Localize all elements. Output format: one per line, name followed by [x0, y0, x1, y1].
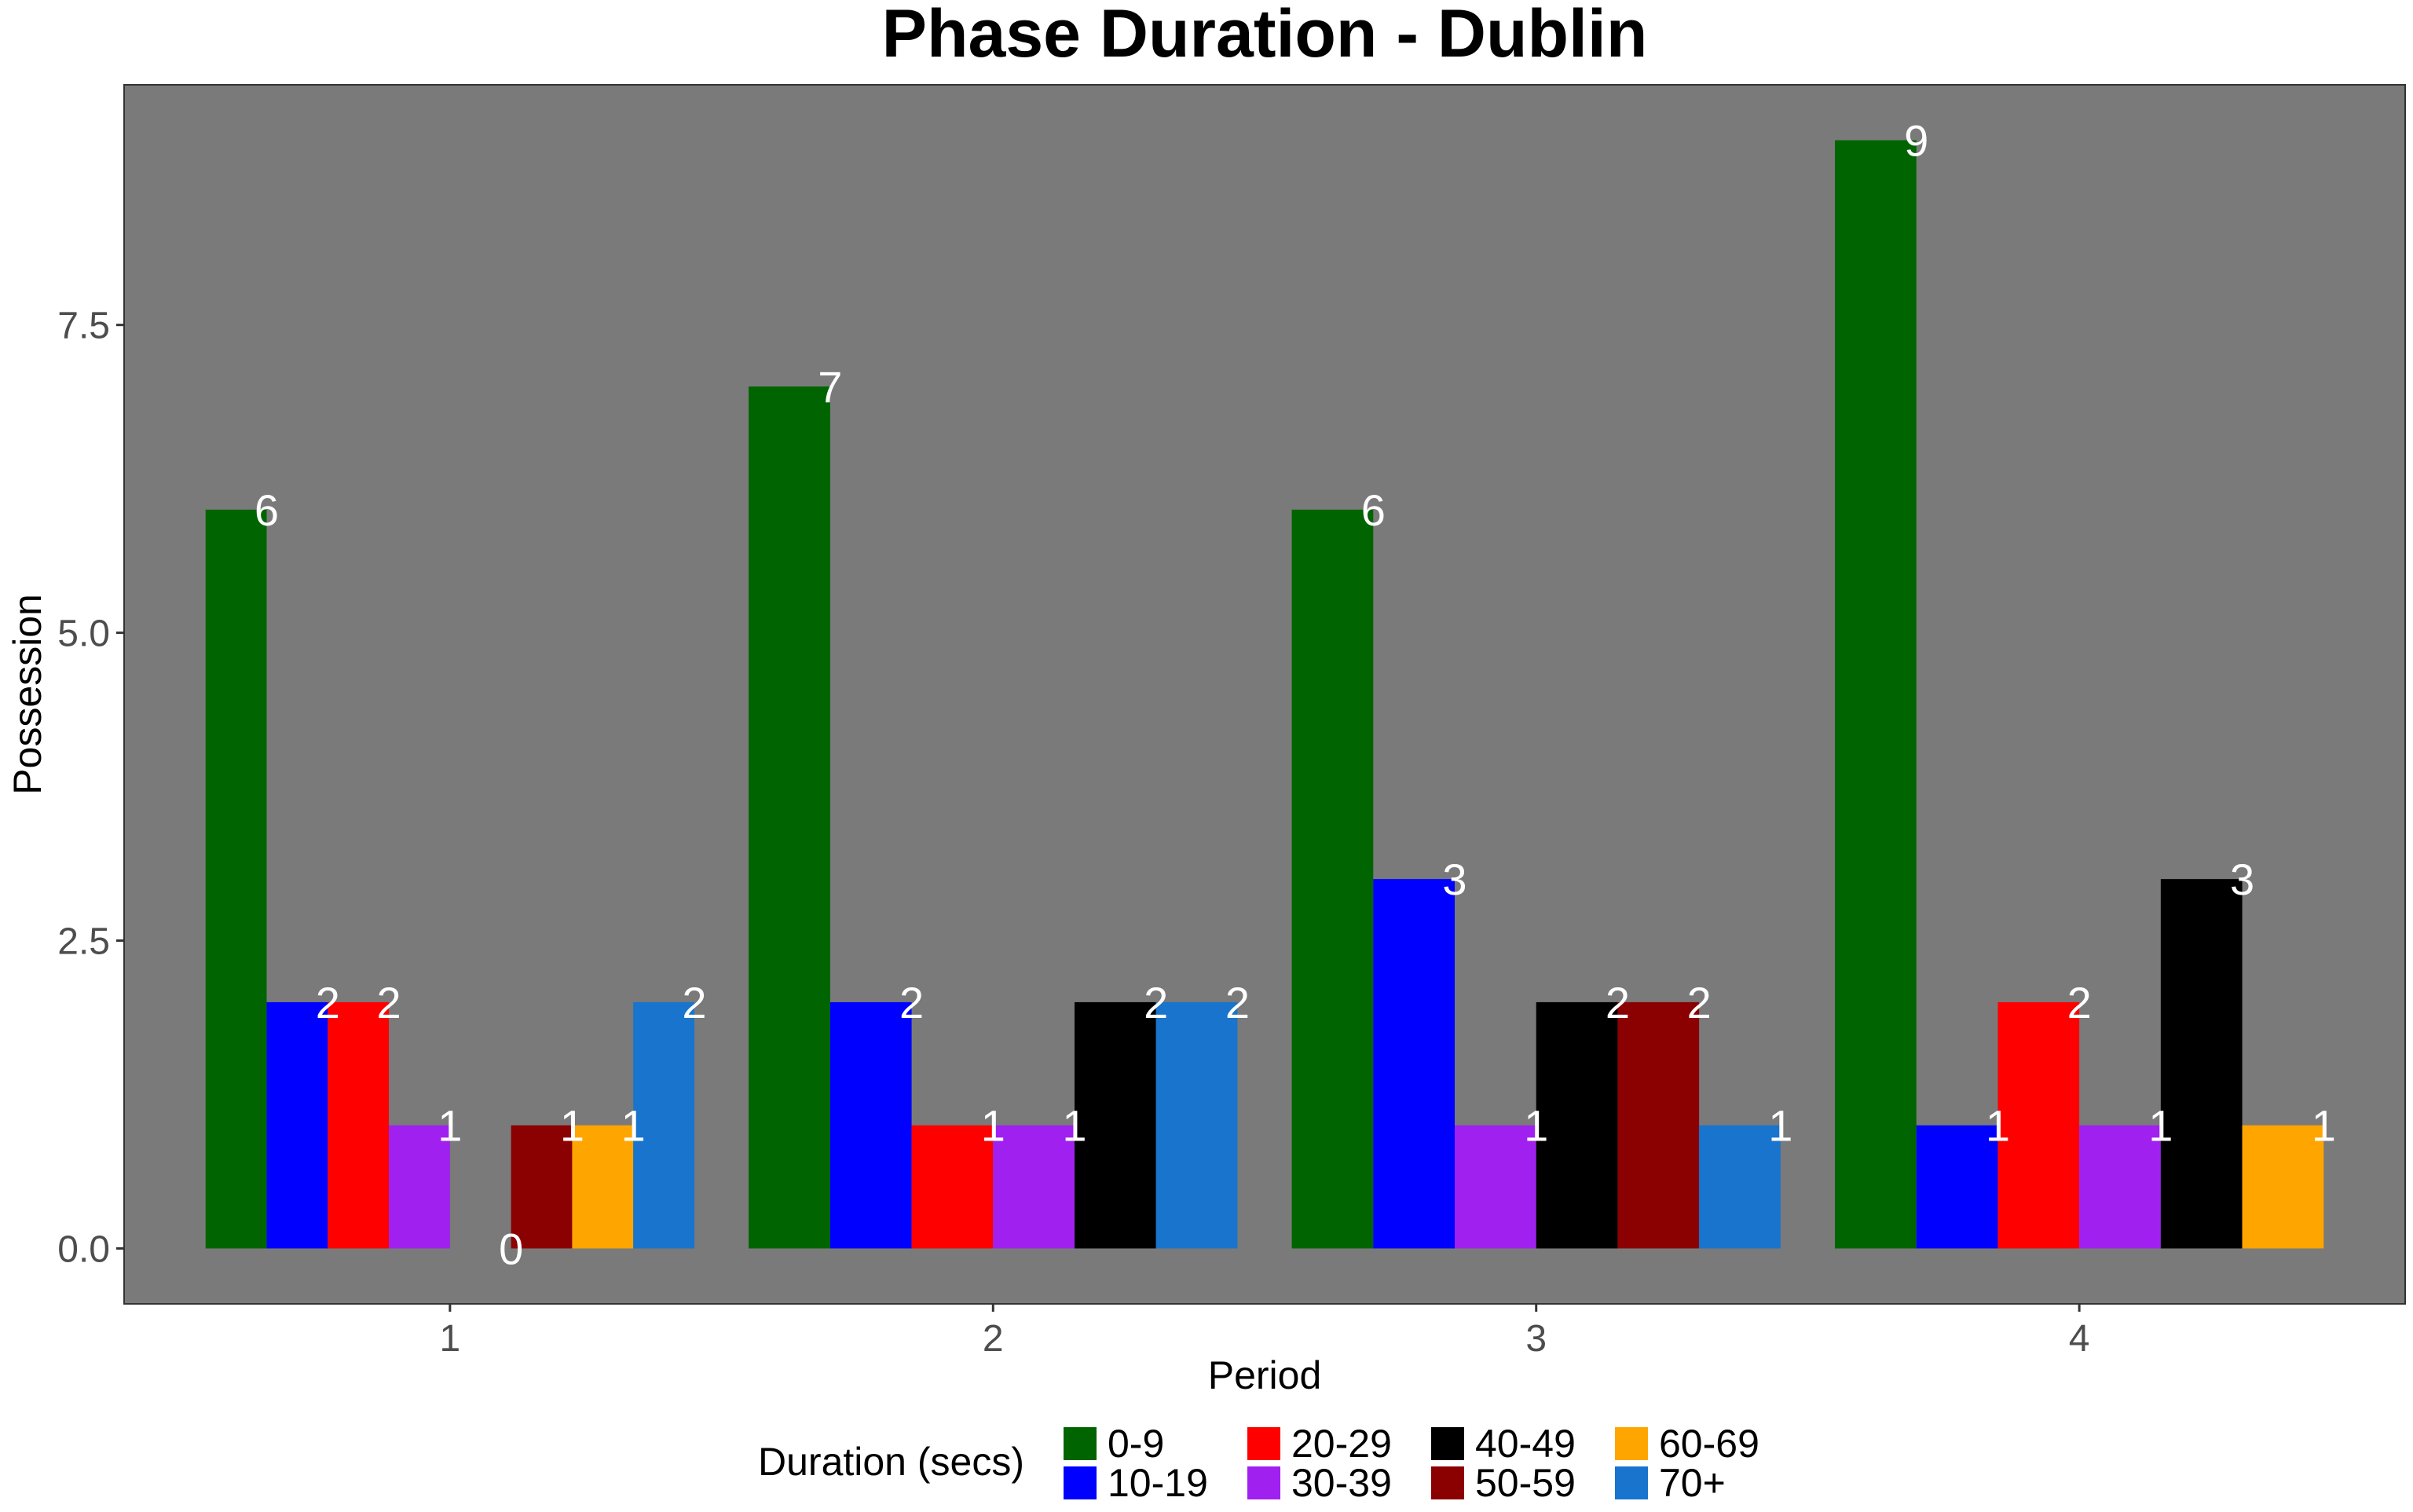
bar-50-59-period-1	[511, 1125, 573, 1249]
legend-label: 0-9	[1108, 1422, 1164, 1466]
data-label: 2	[1225, 978, 1250, 1027]
bar-10-19-period-2	[829, 1001, 912, 1249]
bar-40-49-period-3	[1536, 1001, 1618, 1249]
data-label: 6	[1361, 485, 1386, 535]
data-label: 2	[376, 978, 401, 1027]
bar-20-29-period-1	[328, 1001, 390, 1249]
data-label: 2	[316, 978, 340, 1027]
legend-key-60-69	[1615, 1427, 1648, 1460]
bar-40-49-period-4	[2160, 879, 2243, 1249]
bar-20-29-period-4	[1997, 1001, 2080, 1249]
bars-layer	[205, 140, 2324, 1249]
x-tick-label: 4	[2069, 1318, 2090, 1360]
legend-key-40-49	[1431, 1427, 1464, 1460]
bar-60-69-period-4	[2242, 1125, 2324, 1249]
bar-20-29-period-2	[911, 1125, 994, 1249]
y-axis: 0.0 2.5 5.0 7.5	[57, 306, 124, 1270]
legend-title: Duration (secs)	[758, 1440, 1024, 1484]
data-label: 1	[981, 1101, 1005, 1151]
x-axis: 1 2 3 4	[440, 1304, 2090, 1360]
data-label: 3	[2230, 855, 2254, 904]
bar-40-49-period-2	[1075, 1001, 1156, 1249]
bar-0-9-period-4	[1835, 140, 1917, 1249]
bar-0-9-period-2	[749, 386, 830, 1249]
legend-label: 40-49	[1475, 1422, 1576, 1466]
bar-0-9-period-1	[205, 509, 267, 1249]
data-label: 7	[818, 362, 842, 412]
bar-50-59-period-3	[1617, 1001, 1700, 1249]
data-label: 1	[560, 1101, 584, 1151]
data-label: 6	[254, 485, 279, 535]
data-label: 1	[1524, 1101, 1548, 1151]
legend-key-0-9	[1064, 1427, 1097, 1460]
bar-70+-period-1	[633, 1001, 694, 1249]
y-tick-label: 2.5	[57, 921, 110, 963]
bar-10-19-period-3	[1373, 879, 1455, 1249]
y-tick-label: 5.0	[57, 613, 110, 655]
y-tick-label: 0.0	[57, 1228, 110, 1270]
chart-title: Phase Duration - Dublin	[882, 0, 1648, 71]
data-label: 3	[1442, 855, 1466, 904]
legend-label: 50-59	[1475, 1461, 1576, 1505]
bar-70+-period-2	[1155, 1001, 1238, 1249]
bar-10-19-period-1	[266, 1001, 328, 1249]
bar-30-39-period-2	[993, 1125, 1075, 1249]
bar-70+-period-3	[1699, 1125, 1781, 1249]
data-label: 1	[621, 1101, 646, 1151]
x-tick-label: 2	[983, 1318, 1004, 1360]
legend-key-10-19	[1064, 1466, 1097, 1499]
x-tick-label: 3	[1525, 1318, 1547, 1360]
legend-label: 10-19	[1108, 1461, 1208, 1505]
y-axis-title: Possession	[5, 594, 49, 795]
bar-30-39-period-3	[1455, 1125, 1536, 1249]
data-label: 2	[1687, 978, 1712, 1027]
legend-label: 20-29	[1291, 1422, 1392, 1466]
bar-30-39-period-4	[2079, 1125, 2161, 1249]
data-label: 1	[1768, 1101, 1792, 1151]
legend-key-50-59	[1431, 1466, 1464, 1499]
legend-key-20-29	[1247, 1427, 1280, 1460]
bar-30-39-period-1	[389, 1125, 450, 1249]
data-label: 2	[682, 978, 706, 1027]
data-label: 1	[438, 1101, 462, 1151]
data-label: 0	[499, 1224, 523, 1273]
data-label: 2	[1606, 978, 1630, 1027]
data-label: 9	[1904, 116, 1928, 166]
legend-label: 60-69	[1659, 1422, 1759, 1466]
x-axis-title: Period	[1208, 1353, 1322, 1397]
data-label: 1	[2312, 1101, 2336, 1151]
legend-key-30-39	[1247, 1466, 1280, 1499]
bar-60-69-period-1	[572, 1125, 634, 1249]
legend-key-70+	[1615, 1466, 1648, 1499]
y-tick-label: 7.5	[57, 306, 110, 347]
legend-label: 30-39	[1291, 1461, 1392, 1505]
data-label: 1	[1986, 1101, 2010, 1151]
bar-0-9-period-3	[1291, 509, 1374, 1249]
legend-label: 70+	[1659, 1461, 1726, 1505]
data-label: 2	[899, 978, 924, 1027]
data-label: 2	[2067, 978, 2092, 1027]
x-tick-label: 1	[440, 1318, 461, 1360]
data-label: 1	[1062, 1101, 1086, 1151]
data-label: 1	[2148, 1101, 2173, 1151]
bar-10-19-period-4	[1916, 1125, 1998, 1249]
data-label: 2	[1144, 978, 1168, 1027]
